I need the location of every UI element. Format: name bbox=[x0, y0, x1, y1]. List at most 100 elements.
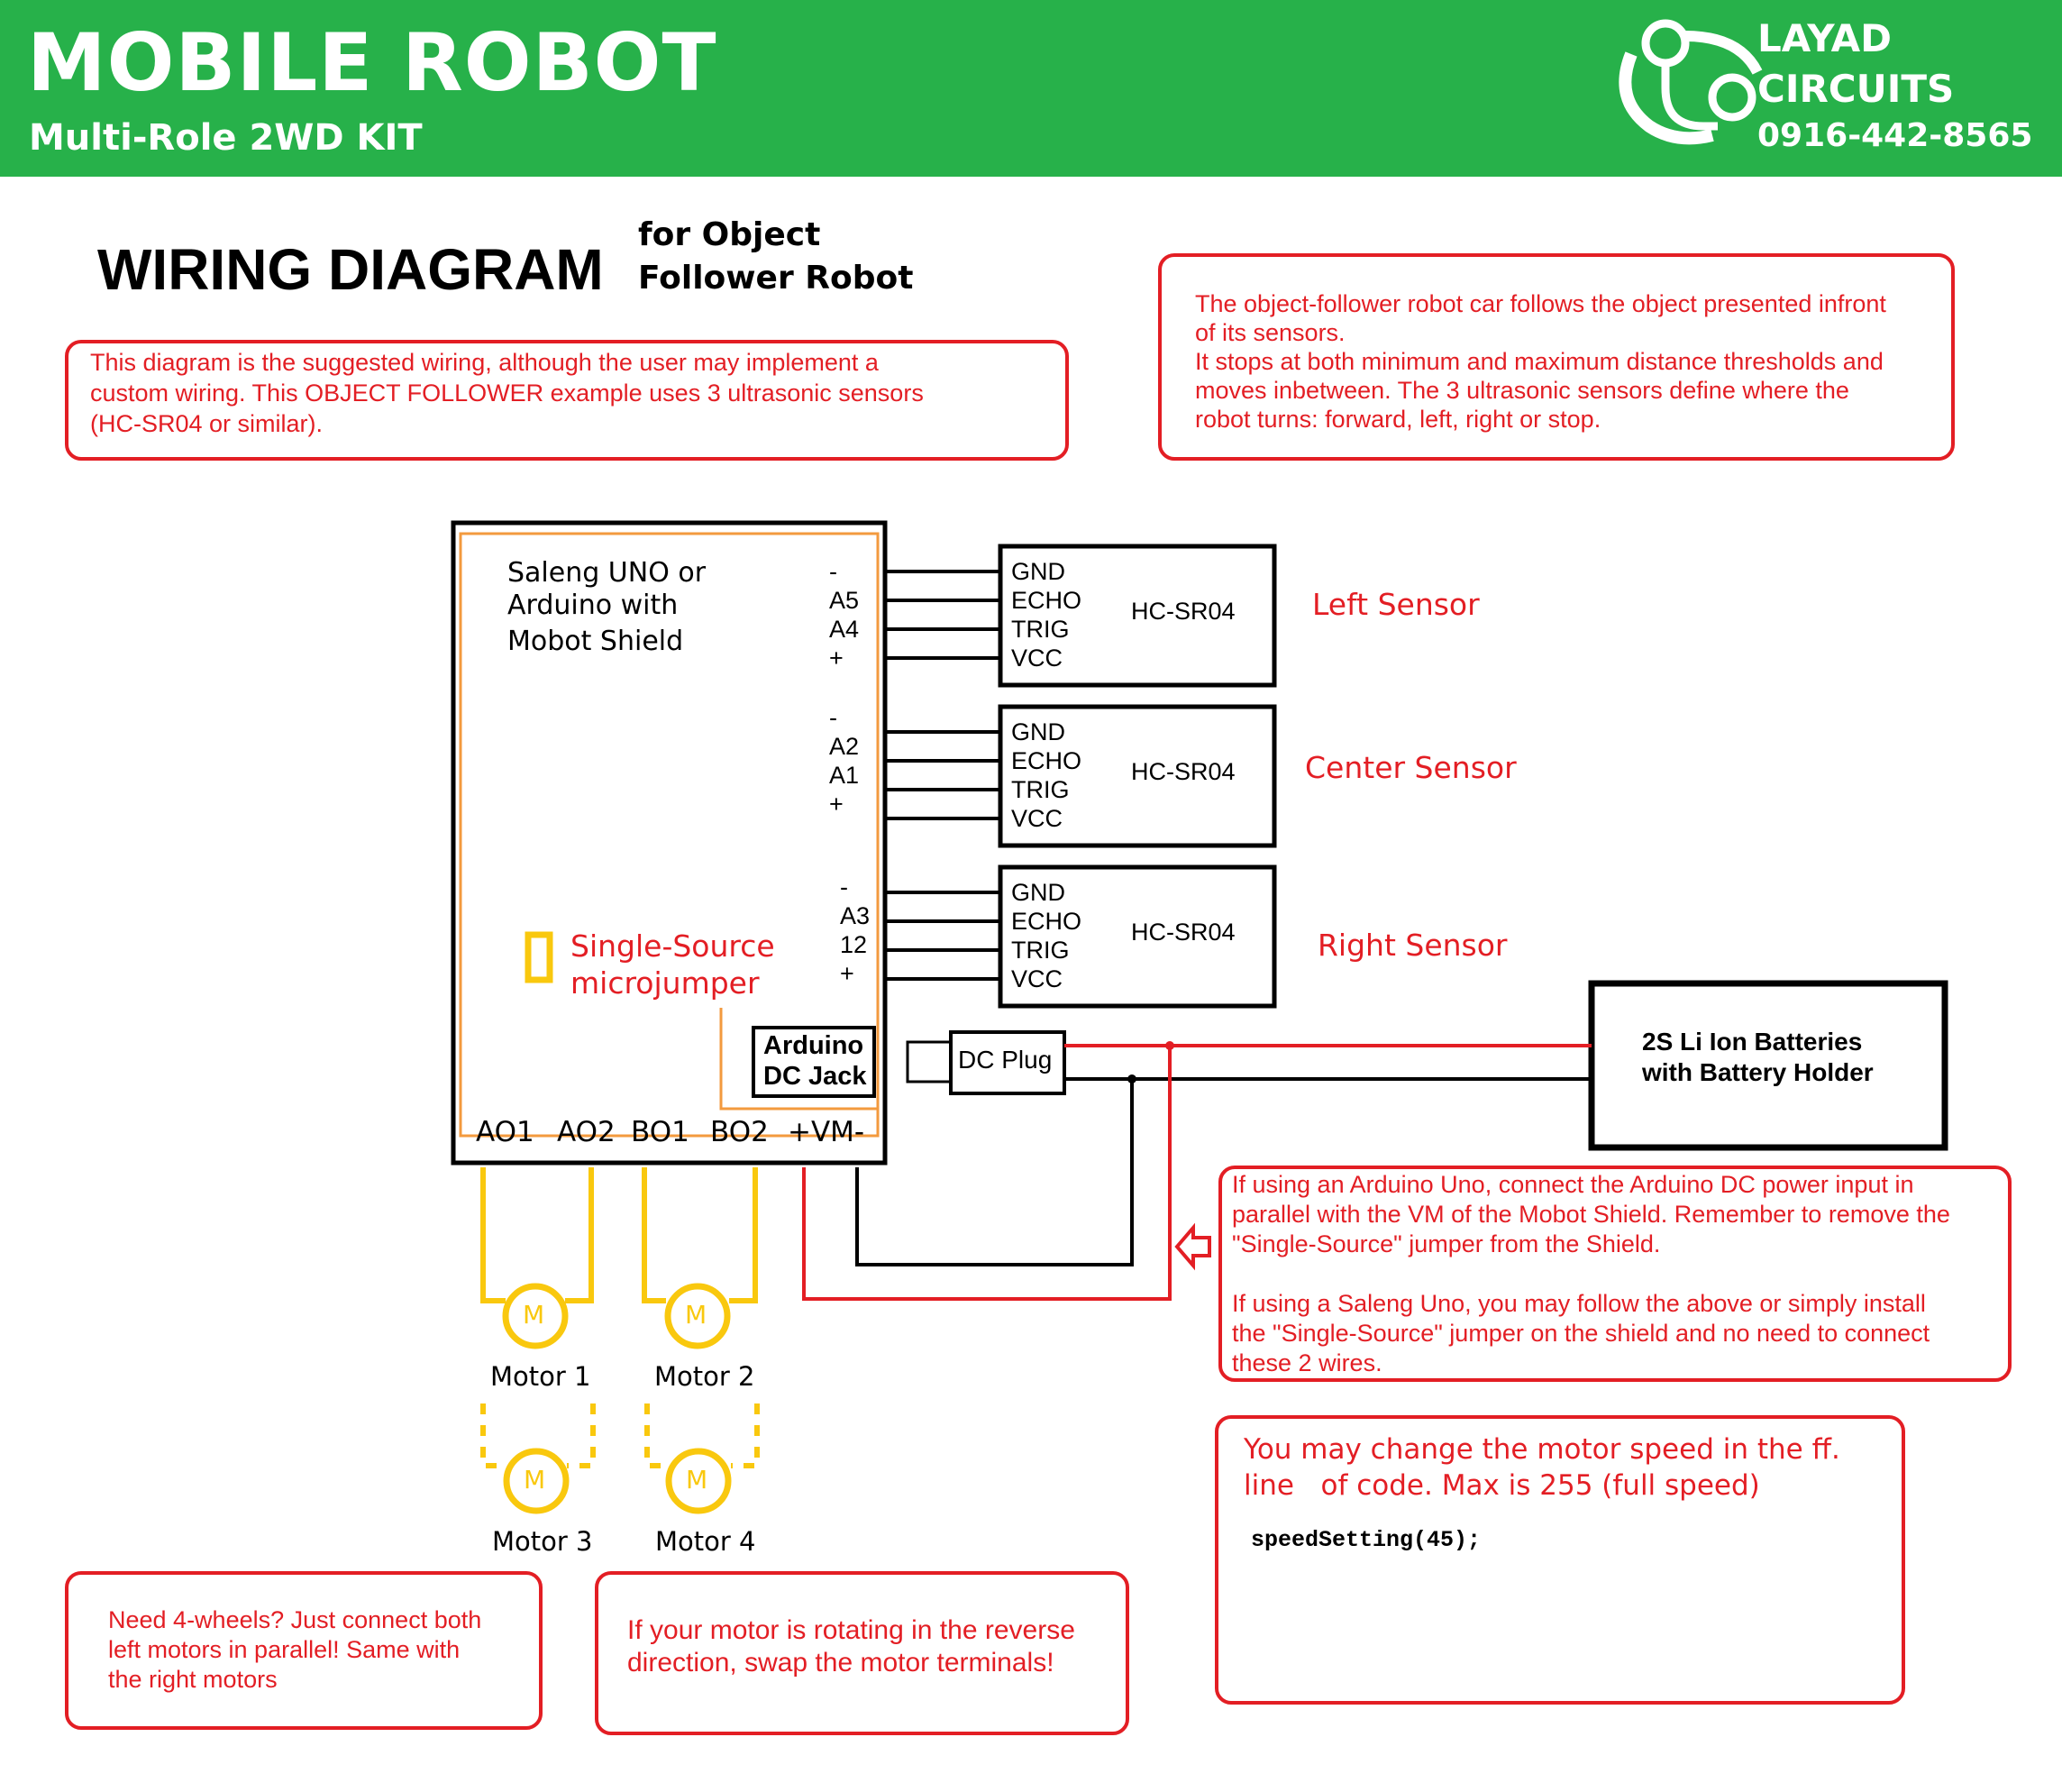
motor-1-body bbox=[502, 1283, 569, 1349]
dc-jack-bracket bbox=[719, 1008, 878, 1111]
left-sensor-pin-trig: TRIG bbox=[1011, 616, 1070, 643]
header1-pin-vcc: + bbox=[829, 645, 844, 672]
header3-pin-a3: A3 bbox=[840, 902, 871, 929]
board-name-line1: Saleng UNO or bbox=[507, 557, 707, 589]
motor-4-body bbox=[665, 1448, 732, 1514]
motor-3-label: Motor 3 bbox=[492, 1526, 593, 1557]
dc-jack-line2: DC Jack bbox=[763, 1062, 867, 1091]
left-sensor-box bbox=[998, 544, 1277, 688]
jumper-label-line1: Single-Source bbox=[570, 928, 775, 964]
header3-pin-gnd: - bbox=[840, 873, 848, 901]
center-sensor-model: HC-SR04 bbox=[1131, 758, 1236, 785]
header3-pin-vcc: + bbox=[840, 960, 854, 987]
diagram-subtitle-line2: Follower Robot bbox=[638, 260, 914, 297]
motor-1-wires bbox=[480, 1167, 594, 1303]
speed-note-line2: line of code. Max is 255 (full speed) bbox=[1244, 1469, 1760, 1502]
header1-pin-gnd: - bbox=[829, 558, 837, 585]
motor-1-label: Motor 1 bbox=[490, 1361, 591, 1392]
center-sensor-pin-gnd: GND bbox=[1011, 718, 1065, 745]
dc-plug-box bbox=[949, 1030, 1066, 1095]
speed-note-box bbox=[1215, 1415, 1905, 1705]
left-sensor-label: Left Sensor bbox=[1312, 587, 1480, 622]
terminal-bo2: BO2 bbox=[710, 1116, 769, 1148]
motor-3-symbol: M bbox=[524, 1465, 546, 1495]
page-title: MOBILE ROBOT bbox=[27, 16, 717, 109]
left-sensor-pin-echo: ECHO bbox=[1011, 587, 1082, 614]
right-sensor-box bbox=[998, 864, 1277, 1009]
motor-3-body bbox=[503, 1448, 570, 1514]
jumper-symbol bbox=[525, 931, 553, 983]
center-sensor-label: Center Sensor bbox=[1305, 750, 1517, 785]
right-sensor-pin-gnd: GND bbox=[1011, 879, 1065, 906]
reverse-note-text: If your motor is rotating in the reverse… bbox=[627, 1615, 1075, 1678]
terminal-ao2: AO2 bbox=[557, 1116, 616, 1148]
left-sensor-wires bbox=[885, 570, 1000, 660]
intro-note-box bbox=[65, 340, 1069, 461]
intro-note-text: This diagram is the suggested wiring, al… bbox=[90, 349, 924, 437]
battery-label-line1: 2S Li Ion Batteries bbox=[1642, 1028, 1863, 1056]
dc-jack-box bbox=[752, 1026, 876, 1098]
center-sensor-pin-trig: TRIG bbox=[1011, 776, 1070, 803]
dc-plug-label: DC Plug bbox=[958, 1046, 1053, 1074]
brand-logo: LAYAD CIRCUITS 0916-442-8565 bbox=[1604, 0, 2062, 177]
brand-name-line2: CIRCUITS bbox=[1757, 67, 1955, 111]
left-sensor-pin-vcc: VCC bbox=[1011, 645, 1063, 672]
terminal-ao1: AO1 bbox=[476, 1116, 534, 1148]
motor-4-label: Motor 4 bbox=[655, 1526, 756, 1557]
reverse-note-box bbox=[595, 1571, 1129, 1735]
motor-2-symbol: M bbox=[685, 1300, 707, 1330]
speed-note-line1: You may change the motor speed in the ff… bbox=[1244, 1433, 1840, 1466]
battery-box bbox=[1588, 980, 1948, 1151]
brand-name-line1: LAYAD bbox=[1757, 16, 1893, 60]
motor-2-wires bbox=[642, 1167, 758, 1303]
board-name-line2: Arduino with bbox=[507, 590, 679, 621]
speed-code-snippet: speedSetting(45); bbox=[1251, 1527, 1482, 1553]
terminal-bo1: BO1 bbox=[631, 1116, 689, 1148]
vm-negative-wire bbox=[855, 1079, 1134, 1266]
header1-pin-a5: A5 bbox=[829, 587, 860, 614]
board-name-line3: Mobot Shield bbox=[507, 626, 684, 657]
header1-pin-a4: A4 bbox=[829, 616, 860, 643]
circuit-logo-icon bbox=[1619, 19, 1763, 145]
diagram-title: WIRING DIAGRAM bbox=[97, 237, 604, 302]
header2-pin-a2: A2 bbox=[829, 733, 860, 760]
left-sensor-model: HC-SR04 bbox=[1131, 598, 1236, 625]
page-subtitle: Multi-Role 2WD KIT bbox=[29, 117, 423, 159]
battery-label-line2: with Battery Holder bbox=[1642, 1058, 1874, 1086]
dc-plug-tip bbox=[906, 1040, 953, 1083]
power-note-text: If using an Arduino Uno, connect the Ard… bbox=[1232, 1171, 1950, 1376]
right-sensor-pin-vcc: VCC bbox=[1011, 965, 1063, 992]
header3-pin-12: 12 bbox=[840, 931, 868, 958]
motor-2-label: Motor 2 bbox=[654, 1361, 755, 1392]
motor-4-symbol: M bbox=[686, 1465, 708, 1495]
behavior-note-text: The object-follower robot car follows th… bbox=[1195, 290, 1886, 433]
right-sensor-wires bbox=[885, 891, 1000, 981]
header2-pin-a1: A1 bbox=[829, 762, 860, 789]
header-banner: MOBILE ROBOT Multi-Role 2WD KIT LAYAD CI… bbox=[0, 0, 2062, 177]
center-sensor-wires bbox=[885, 730, 1000, 820]
jumper-label-line2: microjumper bbox=[570, 965, 760, 1001]
dc-jack-line1: Arduino bbox=[763, 1031, 864, 1060]
center-sensor-box bbox=[998, 704, 1277, 848]
pointer-arrow bbox=[1174, 1222, 1211, 1271]
controller-board-outline bbox=[451, 520, 888, 1166]
right-sensor-pin-echo: ECHO bbox=[1011, 908, 1082, 935]
center-sensor-pin-echo: ECHO bbox=[1011, 747, 1082, 774]
left-sensor-pin-gnd: GND bbox=[1011, 558, 1065, 585]
terminal-vm: +VM- bbox=[788, 1116, 865, 1148]
power-note-box bbox=[1218, 1166, 2012, 1382]
right-sensor-pin-trig: TRIG bbox=[1011, 937, 1070, 964]
four-wheels-note-text: Need 4-wheels? Just connect both left mo… bbox=[108, 1606, 482, 1693]
four-wheels-note-box bbox=[65, 1571, 543, 1730]
motor-1-symbol: M bbox=[523, 1300, 545, 1330]
header2-pin-gnd: - bbox=[829, 704, 837, 731]
vm-positive-wire bbox=[802, 1046, 1172, 1301]
header2-pin-vcc: + bbox=[829, 791, 844, 818]
motor-2-body bbox=[664, 1283, 731, 1349]
brand-phone: 0916-442-8565 bbox=[1757, 117, 2033, 154]
controller-board-inner bbox=[459, 532, 880, 1138]
diagram-subtitle-line1: for Object bbox=[638, 216, 821, 253]
behavior-note-box bbox=[1158, 253, 1955, 461]
center-sensor-pin-vcc: VCC bbox=[1011, 805, 1063, 832]
